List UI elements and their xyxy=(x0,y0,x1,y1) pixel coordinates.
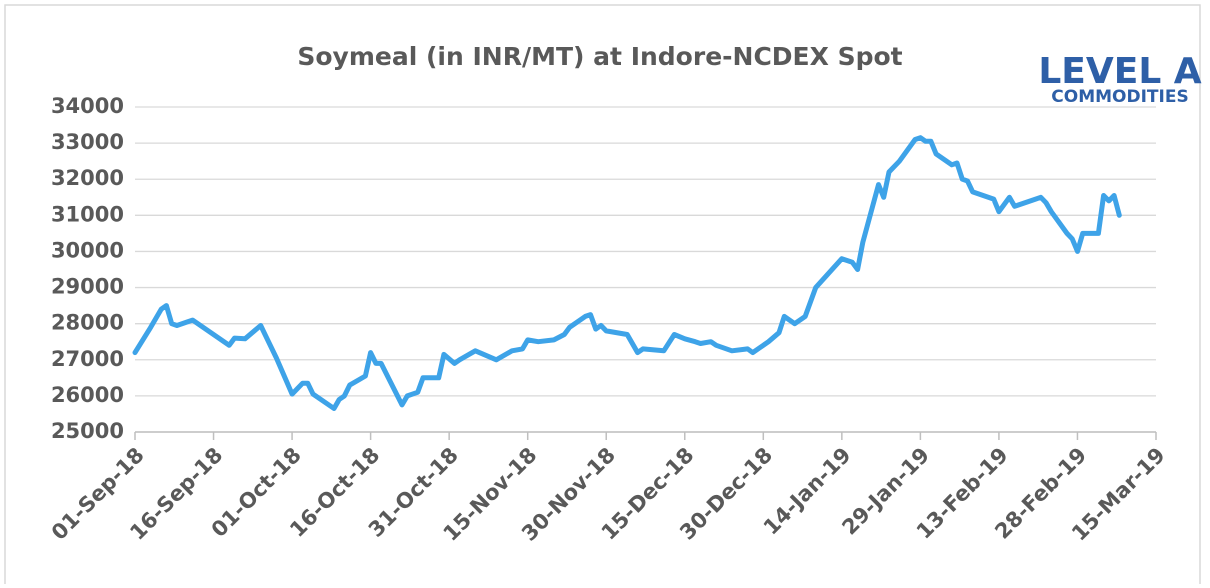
y-tick-label: 29000 xyxy=(51,275,124,299)
data-line xyxy=(132,135,1122,411)
y-tick-label: 32000 xyxy=(51,166,124,190)
chart-title: Soymeal (in INR/MT) at Indore-NCDEX Spot xyxy=(297,42,902,71)
y-tick-label: 31000 xyxy=(51,202,124,226)
logo-tagline: COMMODITIES xyxy=(1051,87,1188,107)
y-tick-label: 26000 xyxy=(51,383,124,407)
y-tick-label: 25000 xyxy=(51,419,124,443)
y-tick-label: 27000 xyxy=(51,347,124,371)
y-tick-label: 33000 xyxy=(51,130,124,154)
y-tick-label: 30000 xyxy=(51,238,124,262)
y-tick-label: 34000 xyxy=(51,94,124,118)
chart-frame xyxy=(4,4,1201,588)
logo-brand: LEVEL A xyxy=(1038,51,1201,92)
y-tick-label: 28000 xyxy=(51,311,124,335)
